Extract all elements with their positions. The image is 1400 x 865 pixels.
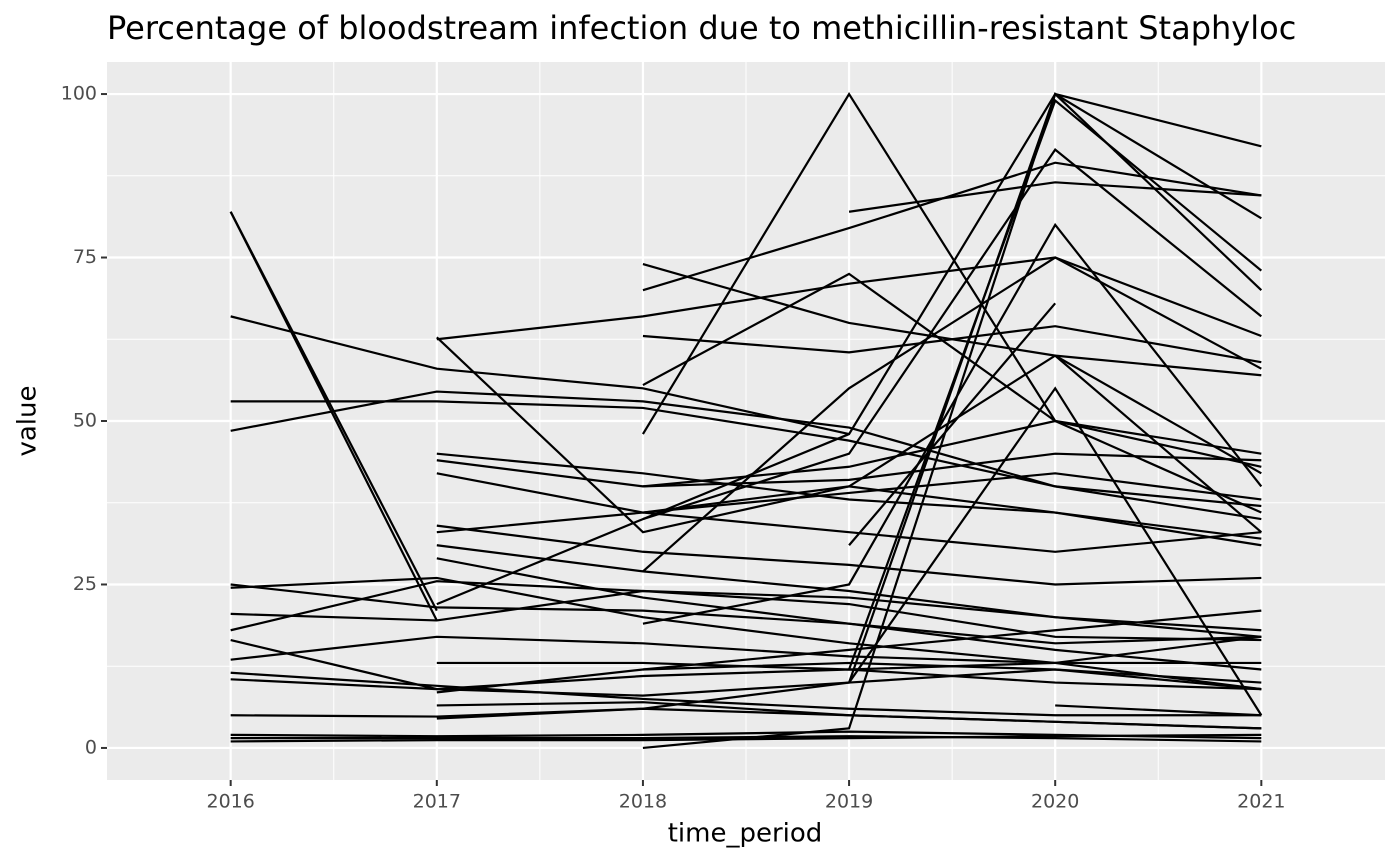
series-line: [436, 452, 1262, 540]
series-line: [436, 452, 1262, 488]
x-tick-label: 2016: [206, 791, 254, 813]
series-line: [436, 557, 1262, 671]
series-line: [848, 302, 1057, 546]
y-tick-label: 75: [73, 246, 97, 268]
x-axis-label: time_period: [668, 819, 823, 849]
series-line: [1054, 354, 1263, 534]
x-tick-label: 2017: [413, 791, 461, 813]
series-line: [436, 701, 1262, 730]
y-tick-label: 0: [85, 736, 97, 758]
series-line: [230, 583, 1262, 645]
y-tick-label: 50: [73, 410, 97, 432]
series-line: [642, 148, 1263, 521]
series-line: [848, 181, 1262, 213]
x-tick-label: 2021: [1237, 791, 1285, 813]
series-line: [230, 315, 850, 436]
x-tick-label: 2018: [619, 791, 667, 813]
series-line: [848, 98, 1263, 670]
series-line: [642, 256, 1262, 573]
series-line: [230, 671, 1262, 717]
series-line: [436, 472, 1262, 534]
y-tick-label: 100: [61, 83, 97, 105]
y-axis-label: value: [13, 385, 43, 456]
series-line: [1055, 704, 1262, 717]
x-tick-label: 2019: [825, 791, 873, 813]
series-line: [642, 161, 1262, 292]
series-line: [230, 589, 1262, 642]
series-line: [230, 668, 1262, 691]
series-line: [641, 91, 1262, 514]
series-line: [230, 635, 1262, 665]
series-line: [436, 92, 1262, 606]
series-line: [436, 472, 1262, 553]
series-line: [642, 272, 1262, 455]
series-line: [230, 390, 1262, 508]
chart-title: Percentage of bloodstream infection due …: [107, 9, 1296, 47]
series-line: [848, 92, 1262, 683]
series-line: [436, 524, 1262, 586]
series-line: [642, 92, 1263, 750]
series-line: [436, 609, 1262, 694]
series-line: [642, 222, 1263, 625]
series-line: [642, 325, 1262, 364]
series-line: [436, 256, 1262, 341]
series-line: [642, 661, 1262, 691]
series-line: [642, 485, 1262, 547]
series-line: [230, 576, 1262, 691]
y-tick-label: 25: [73, 573, 97, 595]
x-tick-label: 2020: [1031, 791, 1079, 813]
series-line: [230, 400, 1262, 521]
